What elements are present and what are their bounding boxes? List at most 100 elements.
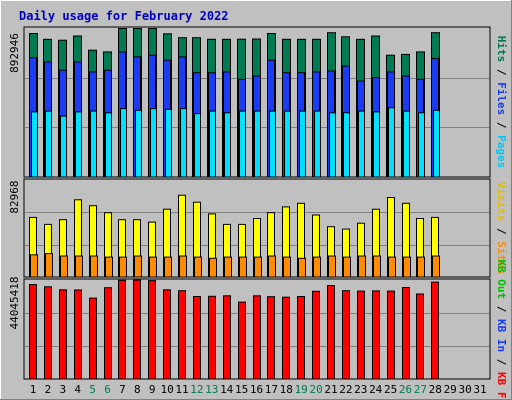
bar-sites-day-9 <box>149 256 157 278</box>
bar-sites-day-27 <box>417 256 425 278</box>
day-label-27: 27 <box>414 383 427 396</box>
bar-sites-day-7 <box>119 256 127 278</box>
bar-kb-f-day-15 <box>238 301 246 380</box>
day-label-4: 4 <box>74 383 81 396</box>
bar-kb-f-day-23 <box>357 290 365 380</box>
bar-sites-day-10 <box>164 256 172 278</box>
day-label-1: 1 <box>30 383 37 396</box>
bar-kb-f-day-9 <box>148 280 156 380</box>
legend-item: KB F <box>495 365 508 398</box>
legend-item: / <box>495 299 508 313</box>
bar-sites-day-3 <box>60 255 68 278</box>
bar-kb-f-day-27 <box>416 293 424 380</box>
day-label-18: 18 <box>280 383 293 396</box>
day-label-23: 23 <box>354 383 367 396</box>
bar-pages-day-16 <box>254 110 261 178</box>
bar-kb-f-day-8 <box>133 279 141 380</box>
bar-sites-day-2 <box>45 253 53 278</box>
bar-sites-day-12 <box>194 256 202 278</box>
day-label-21: 21 <box>324 383 337 396</box>
day-label-9: 9 <box>149 383 156 396</box>
bars <box>29 28 440 380</box>
legend-item: Sites <box>495 235 508 275</box>
bar-sites-day-8 <box>134 255 142 278</box>
bar-pages-day-23 <box>358 110 365 178</box>
bar-kb-f-day-12 <box>193 296 201 380</box>
bar-kb-f-day-20 <box>312 290 320 380</box>
bar-kb-f-day-5 <box>89 297 97 380</box>
bar-kb-f-day-18 <box>282 296 290 380</box>
bar-kb-f-day-3 <box>59 289 67 380</box>
chart-title: Daily usage for February 2022 <box>19 9 229 23</box>
bar-pages-day-15 <box>239 110 246 178</box>
bar-sites-day-11 <box>179 255 187 278</box>
bar-pages-day-8 <box>135 109 142 178</box>
bar-pages-day-21 <box>329 112 336 178</box>
bar-kb-f-day-6 <box>104 287 112 380</box>
bar-pages-day-7 <box>120 108 127 178</box>
bar-kb-f-day-22 <box>342 290 350 380</box>
bar-sites-day-18 <box>283 256 291 278</box>
bar-pages-day-12 <box>194 113 201 178</box>
bar-sites-day-4 <box>75 255 83 278</box>
bar-pages-day-28 <box>433 109 440 178</box>
bar-pages-day-20 <box>314 110 321 178</box>
day-label-22: 22 <box>339 383 352 396</box>
bar-pages-day-1 <box>31 111 38 178</box>
bar-sites-day-6 <box>105 256 113 278</box>
day-label-30: 30 <box>458 383 471 396</box>
bar-pages-day-13 <box>209 110 216 178</box>
bar-pages-day-10 <box>165 108 172 178</box>
legend-item: KB Out <box>495 259 508 299</box>
bar-kb-f-day-7 <box>118 279 126 380</box>
day-label-11: 11 <box>175 383 188 396</box>
bar-pages-day-27 <box>418 112 425 178</box>
bar-sites-day-21 <box>328 255 336 278</box>
legend-kb: KB Out / KB In / KB F <box>495 259 508 398</box>
bar-pages-day-5 <box>90 110 97 178</box>
legend-visits-sites: Visits / Sites <box>495 182 508 275</box>
bar-kb-f-day-14 <box>223 295 231 380</box>
legend-item: / <box>495 115 508 129</box>
bar-sites-day-26 <box>403 256 411 278</box>
bar-pages-day-26 <box>403 110 410 178</box>
legend-item: / <box>495 221 508 235</box>
bar-sites-day-16 <box>254 256 262 278</box>
bar-kb-f-day-16 <box>253 295 261 380</box>
day-label-29: 29 <box>444 383 457 396</box>
bar-kb-f-day-24 <box>372 290 380 380</box>
bar-sites-day-14 <box>224 256 232 278</box>
bar-kb-f-day-17 <box>267 296 275 380</box>
bar-pages-day-19 <box>299 110 306 178</box>
bar-kb-f-day-1 <box>29 284 37 380</box>
day-label-25: 25 <box>384 383 397 396</box>
bar-pages-day-11 <box>180 108 187 178</box>
bar-pages-day-14 <box>224 112 231 178</box>
bar-kb-f-day-13 <box>208 295 216 380</box>
bar-kb-f-day-21 <box>327 285 335 380</box>
day-label-15: 15 <box>235 383 248 396</box>
day-label-14: 14 <box>220 383 234 396</box>
bar-kb-f-day-25 <box>387 290 395 380</box>
day-label-2: 2 <box>45 383 52 396</box>
day-label-26: 26 <box>399 383 412 396</box>
day-label-3: 3 <box>59 383 66 396</box>
day-label-12: 12 <box>190 383 203 396</box>
bar-pages-day-25 <box>388 107 395 178</box>
legend-item: Hits <box>495 36 508 63</box>
bar-sites-day-20 <box>313 256 321 278</box>
bar-sites-day-1 <box>30 254 38 278</box>
bar-pages-day-9 <box>150 108 157 178</box>
bar-pages-day-24 <box>373 111 380 178</box>
day-label-16: 16 <box>250 383 263 396</box>
bar-pages-day-3 <box>60 115 67 178</box>
day-label-5: 5 <box>89 383 96 396</box>
bar-sites-day-22 <box>343 256 351 278</box>
bar-kb-f-day-11 <box>178 290 186 380</box>
legend-item: KB In <box>495 312 508 352</box>
bar-sites-day-19 <box>298 257 306 278</box>
bar-pages-day-6 <box>105 112 112 178</box>
panel-kb-ymax: 44045418 <box>8 277 21 330</box>
bar-sites-day-17 <box>268 255 276 278</box>
